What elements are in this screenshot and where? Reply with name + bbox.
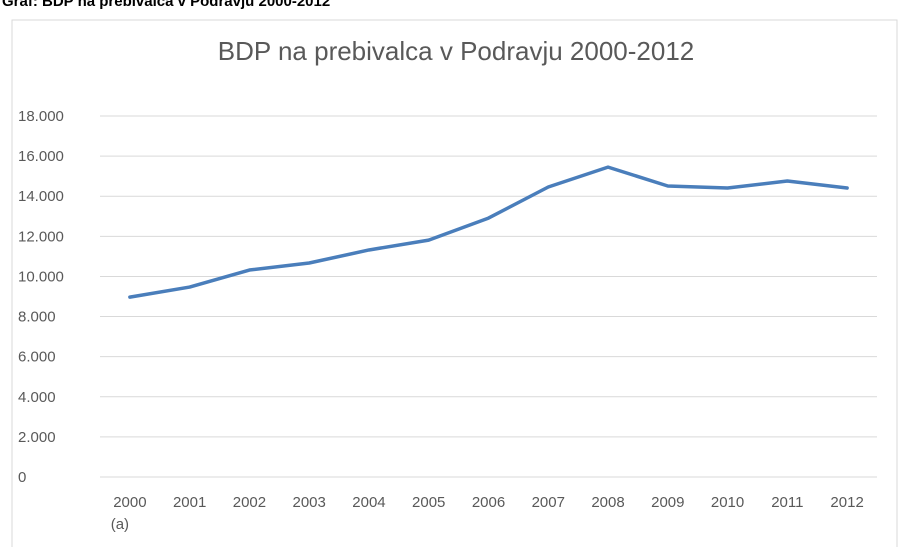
x-tick-label: 2007: [532, 494, 565, 511]
x-tick-label: 2000 (a): [111, 494, 147, 533]
x-tick-label: 2009: [651, 494, 684, 511]
y-tick-label: 18.000: [18, 108, 64, 125]
line-series: [128, 165, 849, 299]
x-tick-label: 2006: [472, 494, 505, 511]
x-tick-label: 2001: [173, 494, 206, 511]
y-tick-label: 14.000: [18, 188, 64, 205]
x-tick-label: 2005: [412, 494, 445, 511]
y-tick-label: 2.000: [18, 429, 56, 446]
y-tick-label: 10.000: [18, 268, 64, 285]
y-tick-label: 6.000: [18, 349, 56, 366]
chart-title: BDP na prebivalca v Podravju 2000-2012: [218, 36, 695, 66]
x-tick-label: 2011: [771, 494, 803, 511]
y-tick-label: 8.000: [18, 309, 56, 326]
x-tick-label: 2008: [591, 494, 624, 511]
x-tick-label: 2010: [711, 494, 744, 511]
x-tick-label: 2004: [352, 494, 385, 511]
y-tick-label: 16.000: [18, 148, 64, 165]
x-tick-label: 2003: [293, 494, 326, 511]
y-tick-label: 4.000: [18, 389, 56, 406]
x-tick-label: 2012: [830, 494, 863, 511]
chart-frame: [11, 19, 898, 547]
caption: Graf: BDP na prebivalca v Podravju 2000-…: [2, 0, 330, 10]
y-tick-label: 0: [18, 469, 26, 486]
y-tick-label: 12.000: [18, 228, 64, 245]
x-tick-label: 2002: [233, 494, 266, 511]
